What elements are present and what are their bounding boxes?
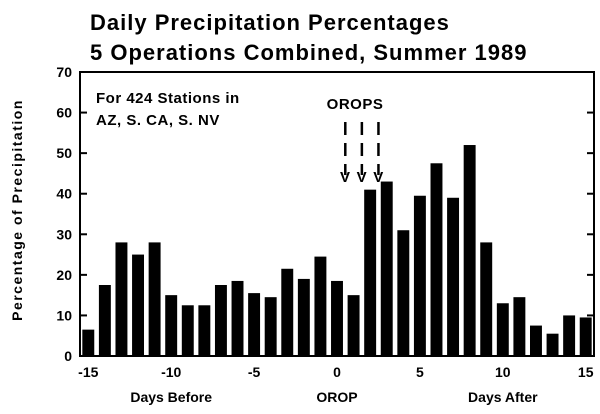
bar <box>563 315 576 356</box>
bar <box>264 297 277 356</box>
y-tick-label: 60 <box>56 105 72 121</box>
bar <box>397 230 410 356</box>
x-category-label: Days After <box>468 389 538 405</box>
x-tick-label: 10 <box>495 364 511 380</box>
x-tick-label: 5 <box>416 364 424 380</box>
bar <box>546 333 559 356</box>
bar <box>198 305 211 356</box>
y-tick-label: 30 <box>56 226 72 242</box>
bar <box>98 285 111 356</box>
bar <box>347 295 360 356</box>
bar <box>148 242 161 356</box>
bar <box>413 195 426 356</box>
bar <box>480 242 493 356</box>
y-tick-label: 40 <box>56 186 72 202</box>
bar <box>314 256 327 356</box>
orops-arrow: V <box>373 169 384 186</box>
bar <box>165 295 178 356</box>
x-tick-label: 15 <box>578 364 594 380</box>
bar <box>513 297 526 356</box>
bar <box>447 197 460 356</box>
plot-frame <box>79 71 595 357</box>
y-tick-label: 0 <box>64 348 72 364</box>
orops-label: OROPS <box>327 96 384 113</box>
chart-title: Daily Precipitation Percentages <box>90 10 450 35</box>
annotation-line-2: AZ, S. CA, S. NV <box>96 112 220 129</box>
orops-arrow: V <box>340 169 351 186</box>
bar <box>331 280 343 356</box>
orops-arrow: V <box>357 169 368 186</box>
y-axis-label: Percentage of Precipitation <box>9 99 25 321</box>
x-tick-label: -5 <box>248 364 261 380</box>
bar <box>463 145 476 356</box>
bar <box>82 329 95 356</box>
x-tick-label: 0 <box>333 364 341 380</box>
bar <box>281 268 294 356</box>
bar <box>380 181 393 356</box>
y-tick-label: 20 <box>56 267 72 283</box>
bar <box>132 254 145 356</box>
bar <box>214 285 227 356</box>
bar <box>364 189 377 356</box>
y-tick-label: 10 <box>56 307 72 323</box>
bar <box>181 305 194 356</box>
bar <box>231 280 244 356</box>
annotation-line-1: For 424 Stations in <box>96 90 240 107</box>
bar <box>496 303 509 356</box>
bar <box>529 325 542 356</box>
x-tick-label: -10 <box>161 364 181 380</box>
bar <box>579 317 592 356</box>
bar <box>115 242 128 356</box>
chart-subtitle: 5 Operations Combined, Summer 1989 <box>90 40 527 65</box>
plot-area <box>80 71 594 357</box>
x-tick-label: -15 <box>78 364 98 380</box>
y-tick-label: 50 <box>56 145 72 161</box>
bar <box>248 293 261 356</box>
bar <box>297 278 310 356</box>
bar <box>430 163 443 356</box>
y-tick-label: 70 <box>56 64 72 80</box>
x-category-label: Days Before <box>130 389 212 405</box>
x-category-label: OROP <box>316 389 357 405</box>
